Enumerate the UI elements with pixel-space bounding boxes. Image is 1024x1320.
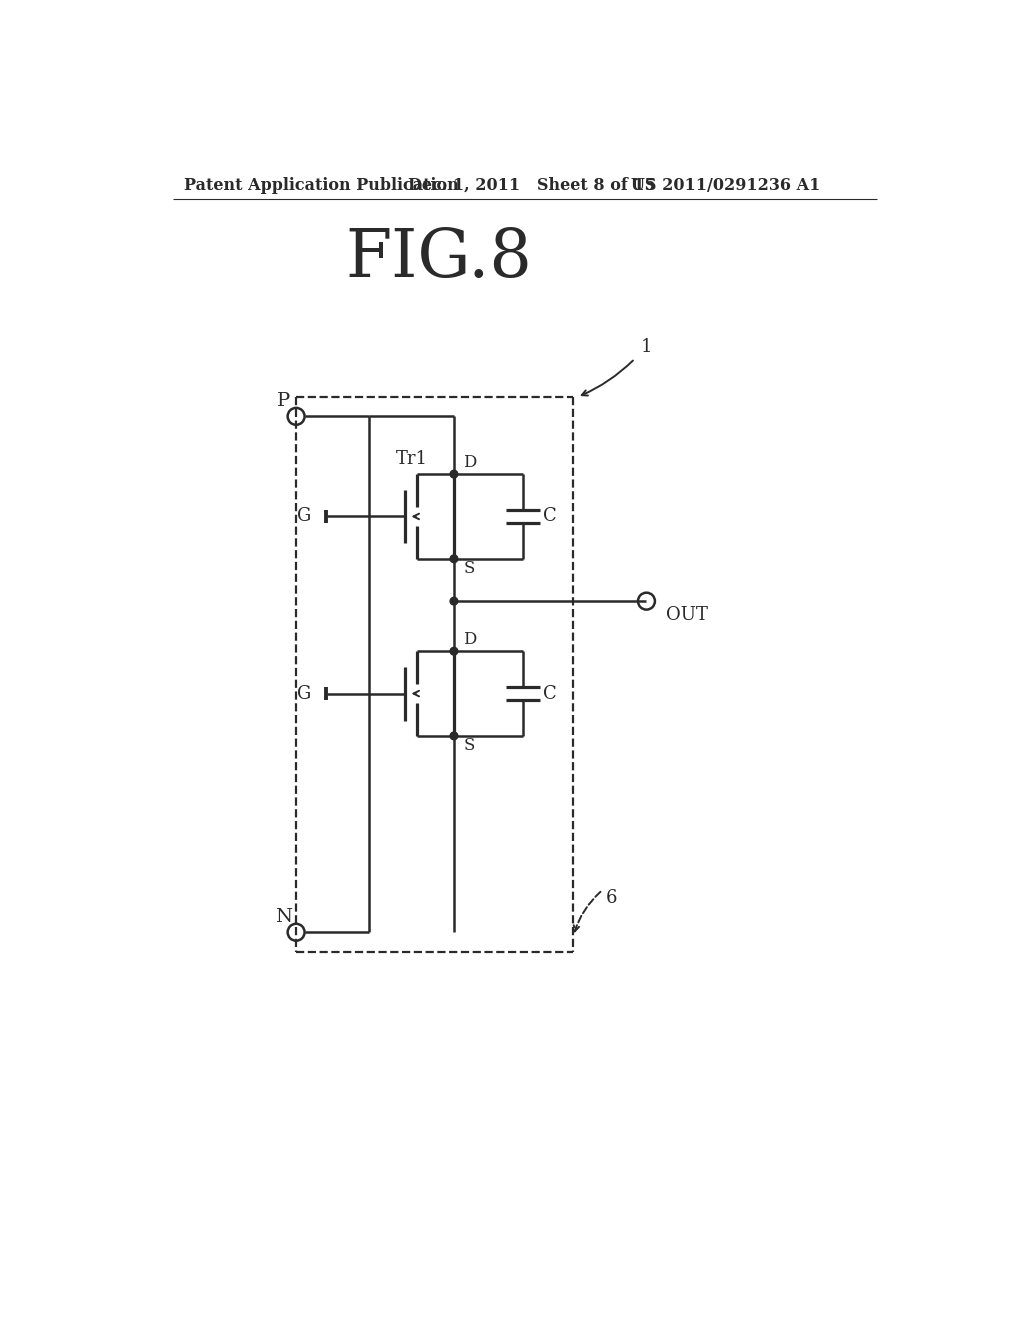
Circle shape xyxy=(451,597,458,605)
Text: Patent Application Publication: Patent Application Publication xyxy=(184,177,459,194)
Text: P: P xyxy=(278,392,291,411)
Circle shape xyxy=(451,733,458,739)
Text: S: S xyxy=(463,738,474,755)
Text: G: G xyxy=(297,507,311,525)
Text: Tr1: Tr1 xyxy=(396,450,428,467)
Text: N: N xyxy=(275,908,292,925)
Circle shape xyxy=(451,647,458,655)
Text: C: C xyxy=(544,507,557,525)
Text: 1: 1 xyxy=(641,338,652,356)
Text: 6: 6 xyxy=(606,888,617,907)
Text: OUT: OUT xyxy=(666,606,708,624)
Text: D: D xyxy=(463,454,476,471)
Text: D: D xyxy=(463,631,476,648)
Text: FIG.8: FIG.8 xyxy=(345,226,532,292)
Text: US 2011/0291236 A1: US 2011/0291236 A1 xyxy=(631,177,820,194)
Circle shape xyxy=(451,554,458,562)
Text: Dec. 1, 2011   Sheet 8 of 15: Dec. 1, 2011 Sheet 8 of 15 xyxy=(408,177,655,194)
Text: S: S xyxy=(463,560,474,577)
Text: G: G xyxy=(297,685,311,702)
Text: C: C xyxy=(544,685,557,702)
Circle shape xyxy=(451,470,458,478)
